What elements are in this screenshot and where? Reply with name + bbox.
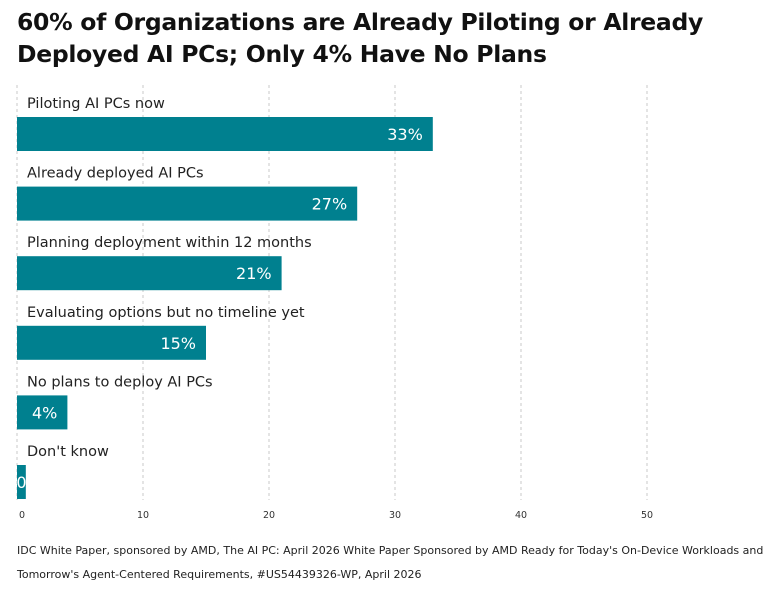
bar xyxy=(17,325,206,360)
bars: Piloting AI PCs now 33% Already deployed A… xyxy=(16,96,433,499)
bar xyxy=(17,465,26,499)
category-label: Don't know xyxy=(27,444,109,460)
category-label: No plans to deploy AI PCs xyxy=(27,374,213,390)
source-note: IDC White Paper, sponsored by AMD, The A… xyxy=(17,544,764,581)
x-tick-label: 20 xyxy=(263,510,275,521)
x-tick-label: 30 xyxy=(389,510,401,521)
category-label: Planning deployment within 12 months xyxy=(27,235,312,251)
x-tick-label: 40 xyxy=(515,510,527,521)
x-tick-label: 10 xyxy=(137,510,149,521)
bar xyxy=(17,256,282,291)
bar xyxy=(17,395,68,430)
value-label: 0 xyxy=(16,473,26,492)
value-label: 27% xyxy=(312,195,348,214)
x-tick-label: 0 xyxy=(19,510,25,521)
x-axis-ticks: 0 10 20 30 40 50 xyxy=(19,510,653,521)
value-label: 15% xyxy=(160,334,196,353)
x-tick-label: 50 xyxy=(641,510,653,521)
category-label: Evaluating options but no timeline yet xyxy=(27,305,305,321)
category-label: Piloting AI PCs now xyxy=(27,96,165,112)
category-label: Already deployed AI PCs xyxy=(27,166,204,182)
value-label: 4% xyxy=(32,403,57,422)
chart-title: 60% of Organizations are Already Pilotin… xyxy=(17,8,703,68)
bar xyxy=(17,186,358,221)
bar xyxy=(17,117,433,151)
value-label: 33% xyxy=(387,125,423,144)
value-label: 21% xyxy=(236,264,272,283)
